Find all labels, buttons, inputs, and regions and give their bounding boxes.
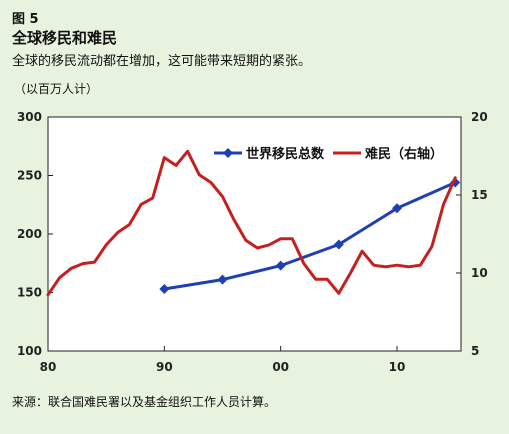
y-left-tick-label: 300 [17,110,42,124]
data-point [217,274,228,285]
y-right-tick-label: 10 [471,266,488,280]
data-point [275,260,286,271]
series-line-1 [46,149,457,297]
x-tick-label: 90 [156,360,173,374]
y-right-tick-label: 20 [471,110,488,124]
y-right-tick-label: 15 [471,188,488,202]
data-point [392,203,403,214]
figure-number: 图 5 [12,12,39,27]
figure-title: 全球移民和难民 [12,29,118,47]
legend-marker [223,148,233,158]
data-point [159,283,170,294]
x-tick-label: 10 [389,360,406,374]
y-left-tick-label: 250 [17,169,42,183]
y-left-tick-label: 100 [17,344,42,358]
legend-label: 世界移民总数 [246,146,325,162]
y-left-tick-label: 150 [17,286,42,300]
legend-label: 难民（右轴） [364,146,443,162]
x-tick-label: 80 [40,360,57,374]
data-point [333,239,344,250]
source-note: 来源：联合国难民署以及基金组织工作人员计算。 [12,395,277,409]
series-line-0 [162,181,457,291]
series-layer [46,149,461,297]
figure-subtitle: 全球的移民流动都在增加，这可能带来短期的紧张。 [12,54,312,69]
legend: 世界移民总数 难民（右轴） [214,146,443,162]
y-right-tick-label: 5 [471,344,479,358]
x-tick-label: 00 [272,360,289,374]
y-left-tick-label: 200 [17,227,42,241]
unit-label: （以百万人计） [14,82,99,96]
axes: 100 150 200 250 300 5 10 15 20 80 90 00 10 [17,110,488,374]
